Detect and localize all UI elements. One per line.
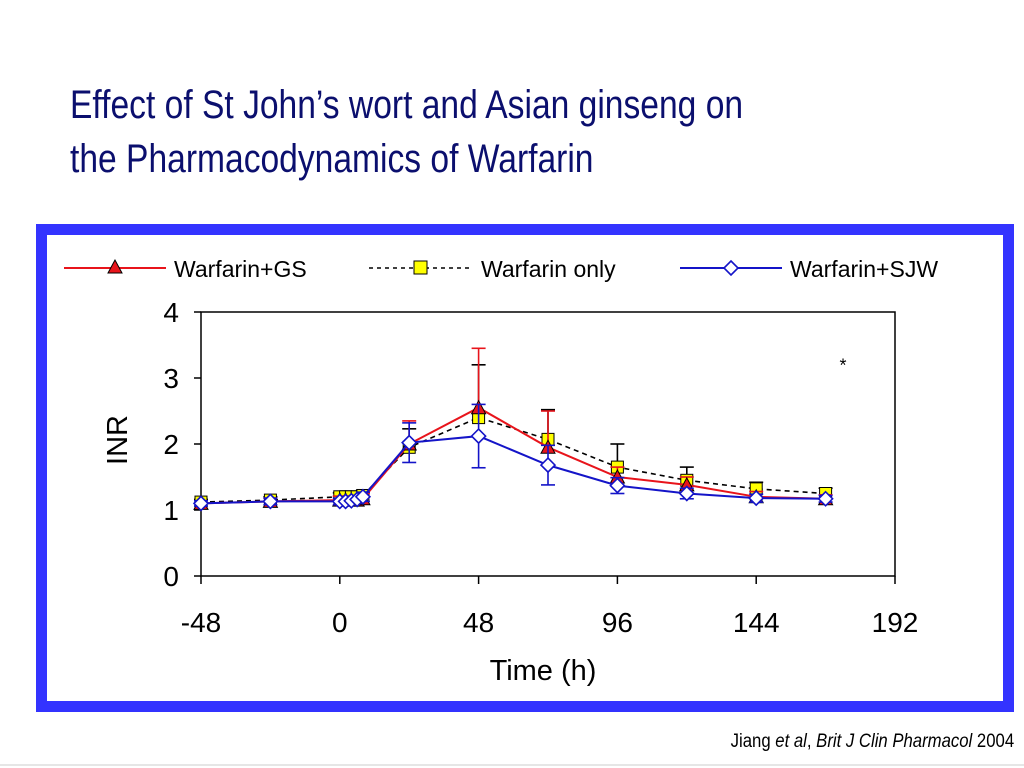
citation: Jiang et al, Brit J Clin Pharmacol 2004 [731, 731, 1014, 753]
data-point-diamond [192, 495, 210, 512]
y-axis-label: INR [102, 415, 134, 465]
data-point-diamond [354, 488, 372, 505]
citation-year: 2004 [972, 731, 1014, 752]
series-square [194, 363, 833, 509]
x-tick-label: 192 [872, 607, 919, 638]
citation-journal: Brit J Clin Pharmacol [816, 731, 973, 752]
chart-frame [36, 224, 1014, 712]
x-tick-label: 0 [332, 607, 348, 638]
data-point-diamond [817, 490, 834, 507]
y-axis: 0 1 2 3 4 [163, 297, 201, 592]
x-tick-label: 144 [733, 607, 780, 638]
significance-asterisk: * [839, 355, 846, 375]
data-point-diamond [262, 493, 279, 510]
legend-marker-square [413, 260, 428, 275]
data-point-diamond [470, 427, 487, 445]
data-point-diamond [539, 456, 557, 474]
citation-etal: et al [775, 731, 807, 752]
y-tick-label: 0 [163, 561, 179, 592]
x-tick-label: 96 [602, 607, 633, 638]
title-line-2: the Pharmacodynamics of Warfarin [70, 137, 594, 181]
series-line [200, 416, 826, 503]
data-point-diamond [401, 434, 418, 451]
y-tick-label: 3 [163, 363, 179, 394]
citation-separator: , [806, 731, 817, 752]
x-axis: -48 0 48 96 144 192 [181, 576, 919, 638]
slide-title: Effect of St John’s wort and Asian ginse… [70, 78, 826, 186]
data-point-diamond [678, 485, 695, 502]
legend-label-gs: Warfarin+GS [174, 256, 307, 282]
legend-item-warfarin-only: Warfarin only [369, 256, 616, 282]
x-tick-label: -48 [181, 607, 221, 638]
legend-label-warfarin-only: Warfarin only [481, 256, 616, 282]
legend-item-gs: Warfarin+GS [64, 256, 307, 282]
data-point-diamond [609, 477, 626, 494]
legend-marker-triangle [107, 258, 123, 274]
x-tick-label: 48 [463, 607, 494, 638]
series-diamond [192, 403, 834, 512]
data-point-diamond [748, 489, 765, 507]
legend-marker-diamond [722, 259, 740, 277]
bottom-divider [0, 764, 1024, 766]
y-tick-label: 1 [163, 495, 179, 526]
citation-author: Jiang [730, 731, 776, 752]
legend-label-sjw: Warfarin+SJW [790, 256, 938, 282]
y-tick-label: 4 [163, 297, 179, 328]
y-tick-label: 2 [163, 429, 179, 460]
series-line [200, 406, 826, 505]
legend: Warfarin+GS Warfarin only Warfarin+SJW [64, 256, 938, 282]
legend-item-sjw: Warfarin+SJW [680, 256, 938, 282]
title-line-1: Effect of St John’s wort and Asian ginse… [70, 83, 744, 127]
x-axis-label: Time (h) [490, 655, 597, 687]
series-layer [192, 347, 834, 512]
series-triangle [193, 347, 834, 510]
